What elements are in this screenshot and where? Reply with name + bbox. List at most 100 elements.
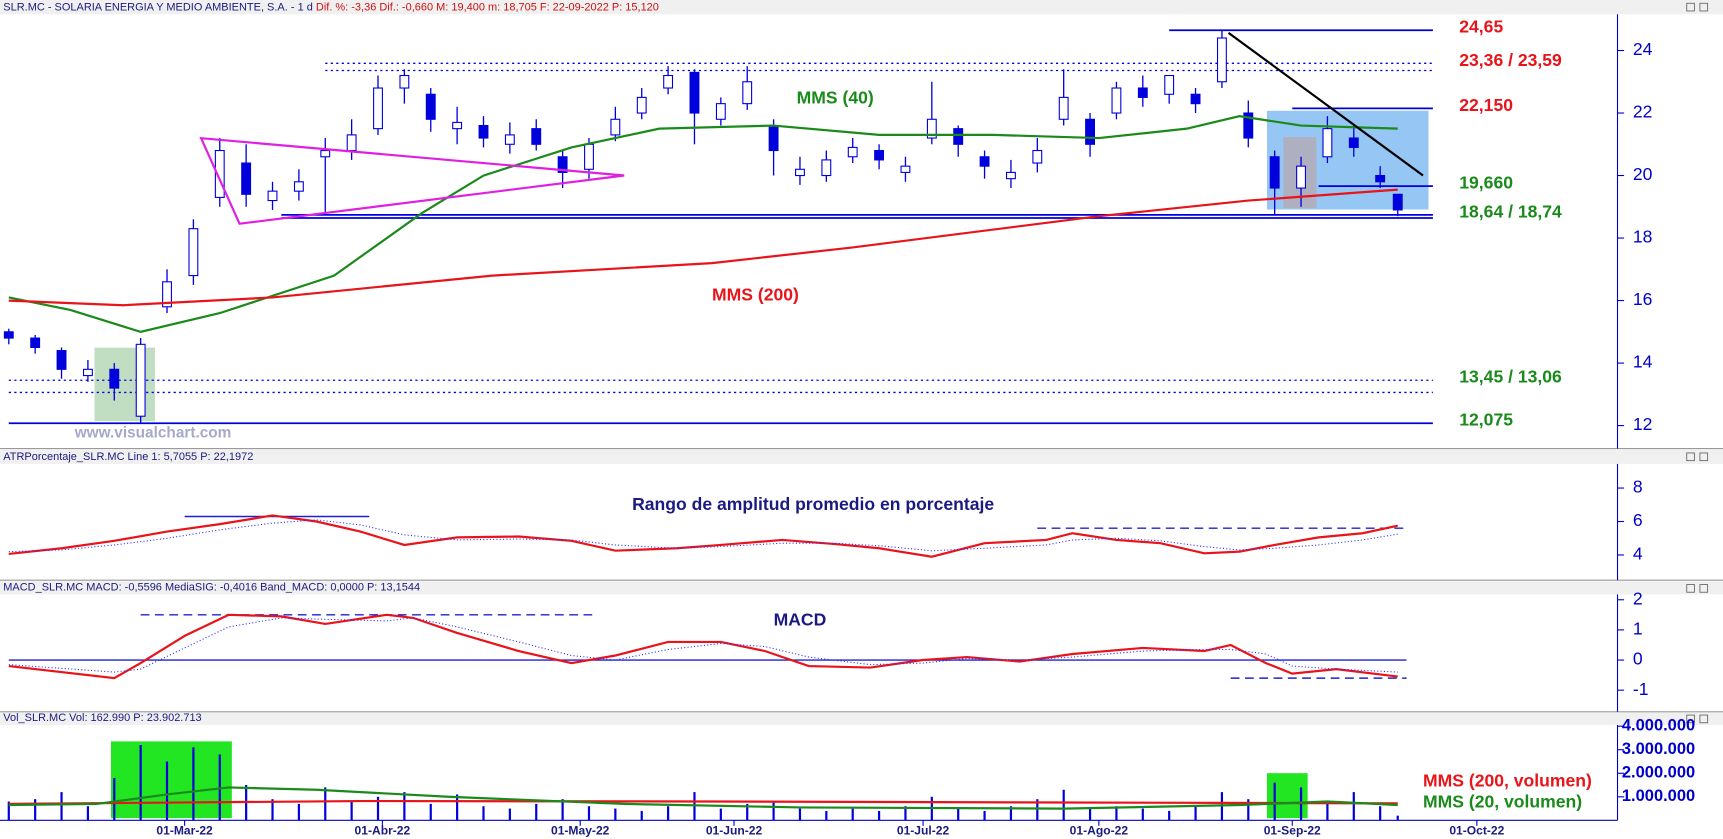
header: MACD_SLR.MC MACD: -0,5596 MediaSIG: -0,4… — [3, 582, 420, 594]
button[interactable] — [1699, 584, 1709, 593]
candle-body — [689, 71, 700, 114]
bar — [165, 761, 169, 821]
bar — [324, 787, 327, 821]
level-label: 18,64 / 18,74 — [1459, 201, 1562, 221]
bar — [34, 799, 37, 821]
bar — [7, 801, 10, 821]
panel-title: Rango de amplitud promedio en porcentaje — [632, 494, 994, 514]
header-bar — [0, 0, 1723, 15]
candle-body — [663, 74, 674, 89]
button[interactable] — [1686, 714, 1695, 724]
annotations: SLR.MC - SOLARIA ENERGIA Y MEDIO AMBIENT… — [3, 2, 1592, 812]
candle-body — [874, 149, 885, 161]
bar — [535, 803, 538, 821]
bar — [429, 803, 432, 821]
bar — [1396, 815, 1399, 821]
level-label: 22,150 — [1459, 95, 1513, 115]
button[interactable] — [1699, 714, 1709, 724]
candle-body — [452, 121, 463, 130]
button[interactable] — [1686, 2, 1695, 12]
candle-body — [821, 159, 832, 177]
candle-body — [1375, 174, 1386, 183]
y-tick-label: 6 — [1633, 510, 1643, 530]
y-tick-label: 4.000.000 — [1622, 717, 1695, 735]
highlight-box — [110, 741, 232, 819]
header: SLR.MC - SOLARIA ENERGIA Y MEDIO AMBIENT… — [3, 2, 659, 14]
y-tick-label: 24 — [1633, 39, 1653, 59]
bar — [772, 801, 775, 821]
candle-body — [979, 156, 990, 167]
bar — [350, 801, 353, 821]
candle-body — [320, 149, 331, 158]
y-tick-label: 1 — [1633, 619, 1643, 639]
candle-body — [742, 81, 753, 105]
candle-body — [504, 134, 515, 145]
button[interactable] — [1699, 452, 1709, 462]
bar — [1141, 808, 1144, 821]
bar — [746, 803, 749, 821]
level-label: 12,075 — [1459, 410, 1513, 430]
level-label: 19,660 — [1459, 173, 1513, 193]
bar — [1168, 810, 1171, 821]
button[interactable] — [1686, 584, 1695, 593]
bar — [798, 808, 802, 821]
button[interactable] — [1699, 2, 1709, 12]
candle-body — [900, 165, 911, 173]
candle-body — [926, 118, 937, 139]
level-label: 13,45 / 13,06 — [1459, 367, 1562, 387]
background — [0, 0, 1723, 821]
y-tick-label: 4 — [1633, 544, 1643, 564]
y-tick-label: 18 — [1633, 227, 1653, 247]
candle-body — [82, 368, 93, 377]
candle-body — [478, 124, 489, 139]
panel-title: MACD — [774, 609, 827, 629]
bar — [1115, 806, 1118, 821]
candle-body — [135, 343, 146, 417]
bar — [614, 808, 617, 821]
x-tick-label: 01-Jul-22 — [897, 824, 950, 838]
bar — [456, 794, 459, 821]
moving-average — [8, 188, 1398, 307]
bar — [640, 810, 643, 821]
button[interactable] — [1686, 452, 1695, 462]
header-title: SLR.MC - SOLARIA ENERGIA Y MEDIO AMBIENT… — [3, 2, 313, 14]
bar — [1326, 803, 1329, 821]
window-buttons[interactable] — [1686, 2, 1709, 724]
highlight-box — [94, 347, 155, 422]
x-tick-label: 01-May-22 — [551, 824, 610, 838]
y-tick-label: 3.000.000 — [1622, 740, 1695, 758]
bar — [667, 806, 670, 821]
candle-body — [241, 162, 252, 195]
candle-body — [56, 350, 67, 370]
bar — [587, 806, 591, 821]
bar — [508, 808, 511, 821]
bar — [192, 747, 195, 821]
candle-body — [1005, 171, 1016, 180]
candle-body — [610, 118, 621, 136]
y-tick-label: 16 — [1633, 289, 1653, 309]
bar — [1036, 799, 1039, 821]
header-values: Dif. %: -3,36 Dif.: -0,660 M: 19,400 m: … — [316, 2, 659, 14]
candle-body — [795, 168, 805, 177]
candle-body — [1190, 93, 1201, 105]
series-line — [8, 613, 1398, 680]
y-tick-label: 12 — [1633, 414, 1653, 434]
header-bar — [0, 712, 1723, 725]
watermark: www.visualchart.com — [74, 424, 232, 441]
candle-body — [399, 74, 410, 89]
bar — [561, 799, 564, 821]
candle-body — [1348, 137, 1359, 148]
x-tick-label: 01-Sep-22 — [1264, 824, 1321, 838]
x-tick-label: 01-Abr-22 — [355, 824, 411, 838]
triangle-pattern — [199, 136, 625, 225]
y-tick-label: 1.000.000 — [1622, 787, 1695, 805]
candle-body — [953, 128, 964, 145]
bar — [1379, 806, 1382, 821]
moving-average — [8, 786, 1398, 810]
series-line — [8, 617, 1398, 673]
level-label: 23,36 / 23,59 — [1459, 50, 1562, 70]
y-tick-label: 8 — [1633, 477, 1643, 497]
series-line — [8, 519, 1398, 553]
